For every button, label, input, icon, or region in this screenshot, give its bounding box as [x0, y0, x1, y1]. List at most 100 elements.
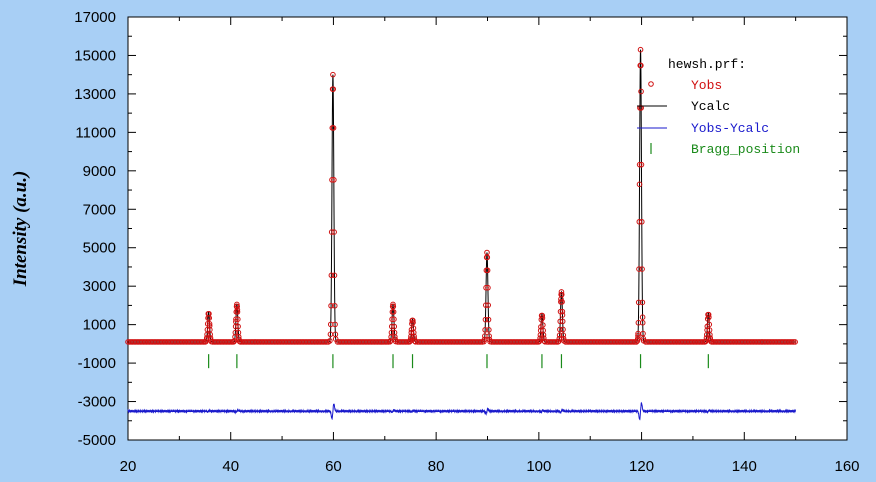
yobs-point [390, 303, 397, 310]
yobs-point [235, 323, 241, 330]
legend-yobs-marker [648, 81, 654, 87]
yobs-point [233, 316, 239, 323]
yobs-point [706, 321, 713, 328]
yobs-point [331, 229, 337, 235]
yobs-point [537, 327, 544, 334]
yobs-point [540, 332, 547, 338]
yobs-point [633, 339, 640, 345]
yobs-point [408, 333, 414, 340]
yobs-point [207, 331, 213, 338]
yobs-point [407, 336, 414, 342]
yobs-point [540, 322, 546, 328]
legend-entry-label: Yobs-Ycalc [691, 121, 769, 136]
yobs-point [410, 317, 416, 324]
yobs-point [638, 62, 644, 69]
yobs-point [329, 177, 335, 183]
yobs-point [388, 323, 395, 330]
yobs-point [484, 267, 491, 274]
yobs-point [330, 86, 337, 92]
yobs-point [637, 46, 644, 53]
x-tick-label: 40 [222, 458, 239, 475]
yobs-point [482, 327, 488, 333]
x-tick-label: 100 [526, 458, 551, 475]
y-axis: -5000 -3000 -1000 1000 3000 5000 7000 9000 11000… [74, 9, 847, 449]
yobs-point [542, 339, 548, 345]
yobs-point [559, 299, 565, 305]
yobs-point [639, 266, 645, 272]
y-tick-label: 17000 [74, 9, 116, 26]
yobs-point [558, 291, 565, 298]
yobs-point [559, 318, 566, 325]
yobs-point [234, 307, 241, 313]
yobs-point [234, 309, 241, 315]
yobs-points [125, 46, 798, 345]
diff-line [127, 401, 797, 421]
yobs-point [558, 289, 565, 295]
yobs-point [559, 308, 566, 315]
y-tick-label: -3000 [78, 394, 116, 411]
yobs-point [638, 161, 645, 168]
yobs-point [485, 284, 491, 291]
yobs-point [327, 338, 333, 344]
yobs-point [639, 319, 646, 326]
yobs-point [391, 323, 398, 330]
yobs-point [636, 218, 643, 225]
yobs-point [539, 312, 546, 319]
y-tick-label: -1000 [78, 355, 116, 372]
yobs-point [636, 161, 643, 168]
yobs-point [486, 327, 492, 333]
y-tick-label: 13000 [74, 86, 116, 103]
legend-entry-label: Ycalc [691, 99, 730, 114]
yobs-point [412, 339, 419, 345]
yobs-point [411, 336, 418, 342]
yobs-point [390, 301, 396, 308]
yobs-point [410, 319, 416, 326]
yobs-point [234, 303, 240, 310]
x-tick-label: 140 [732, 458, 757, 475]
yobs-point [636, 181, 643, 188]
yobs-point [410, 329, 417, 336]
yobs-point [557, 318, 564, 325]
x-tick-label: 80 [428, 458, 445, 475]
yobs-point [704, 327, 710, 333]
yobs-point [557, 326, 563, 333]
yobs-point [206, 315, 213, 321]
yobs-point [411, 333, 417, 340]
yobs-point [485, 316, 492, 323]
legend-entry-label: Bragg_position [691, 142, 800, 157]
yobs-point [537, 335, 543, 341]
bragg-markers [208, 354, 709, 369]
y-axis-label: Intensity (a.u.) [10, 171, 31, 288]
legend-title: hewsh.prf: [668, 57, 746, 72]
yobs-point [635, 299, 642, 306]
yobs-point [556, 332, 563, 338]
yobs-point [332, 321, 338, 328]
y-tick-label: 3000 [83, 278, 116, 295]
yobs-point [634, 335, 641, 342]
y-tick-label: 11000 [75, 124, 116, 141]
yobs-point [330, 125, 337, 131]
difference-curve [127, 401, 797, 421]
yobs-point [486, 333, 492, 339]
yobs-point [555, 338, 562, 345]
yobs-point [792, 339, 798, 345]
legend-entry-label: Yobs [691, 78, 722, 93]
yobs-point [706, 314, 712, 321]
yobs-point [536, 339, 542, 345]
legend: hewsh.prf: Yobs Ycalc Yobs-Ycalc Bragg_posi… [637, 57, 800, 157]
yobs-point [540, 335, 547, 341]
yobs-point [559, 312, 566, 318]
plot-area [127, 16, 848, 441]
yobs-point [484, 254, 491, 261]
yobs-point [331, 302, 338, 309]
yobs-point [408, 329, 415, 336]
yobs-point [390, 309, 397, 315]
yobs-point [388, 329, 395, 336]
y-tick-label: 9000 [83, 163, 116, 180]
yobs-point [206, 323, 213, 329]
yobs-point [639, 314, 646, 321]
yobs-point [483, 284, 489, 291]
yobs-point [235, 316, 241, 323]
x-tick-label: 60 [325, 458, 342, 475]
